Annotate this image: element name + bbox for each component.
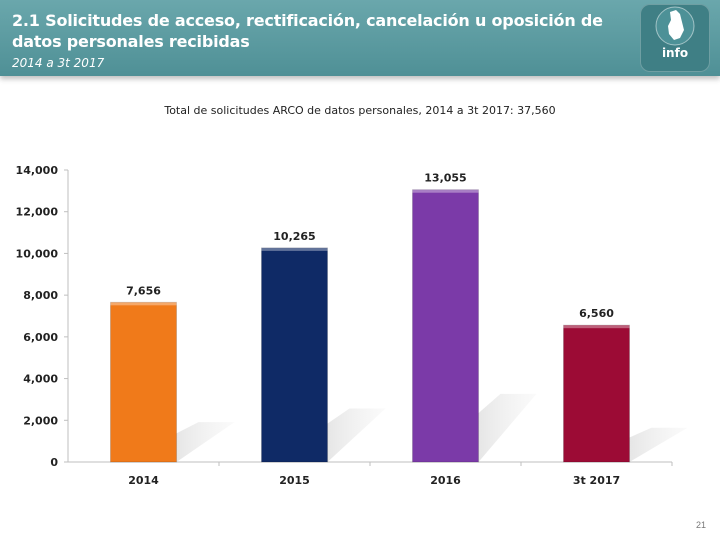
chart-title: Total de solicitudes ARCO de datos perso… <box>164 104 556 117</box>
value-label: 13,055 <box>424 172 466 185</box>
y-tick-label: 12,000 <box>16 206 59 219</box>
bar-2016 <box>412 189 479 463</box>
bar-chart: 02,0004,0006,0008,00010,00012,00014,000 … <box>16 164 688 487</box>
slide-subtitle: 2014 a 3t 2017 <box>12 56 105 70</box>
y-tick-label: 4,000 <box>23 373 58 386</box>
logo-text: info <box>661 46 689 60</box>
city-map-icon <box>655 6 695 46</box>
bar-highlight <box>563 325 630 329</box>
value-label: 6,560 <box>579 307 614 320</box>
value-label: 7,656 <box>126 284 161 297</box>
y-tick-label: 14,000 <box>16 164 59 177</box>
slide-header: 2.1 Solicitudes de acceso, rectificación… <box>0 0 720 76</box>
bar-highlight <box>261 247 328 251</box>
x-tick-label: 2016 <box>430 474 461 487</box>
bar-3t-2017 <box>563 324 630 463</box>
bar-highlight <box>412 189 479 193</box>
x-tick-label: 2015 <box>279 474 310 487</box>
slide-title: 2.1 Solicitudes de acceso, rectificación… <box>12 11 603 51</box>
y-tick-label: 0 <box>50 456 58 469</box>
value-label: 10,265 <box>273 230 315 243</box>
x-tick-label: 3t 2017 <box>573 474 620 487</box>
y-tick-label: 6,000 <box>23 331 58 344</box>
bar-2014 <box>110 301 177 463</box>
y-tick-label: 8,000 <box>23 289 58 302</box>
y-tick-label: 10,000 <box>16 247 59 260</box>
page-number: 21 <box>695 520 706 530</box>
info-logo: info <box>640 4 710 72</box>
bar-highlight <box>110 302 177 306</box>
bar-2015 <box>261 247 328 463</box>
y-tick-label: 2,000 <box>23 414 58 427</box>
x-tick-label: 2014 <box>128 474 159 487</box>
